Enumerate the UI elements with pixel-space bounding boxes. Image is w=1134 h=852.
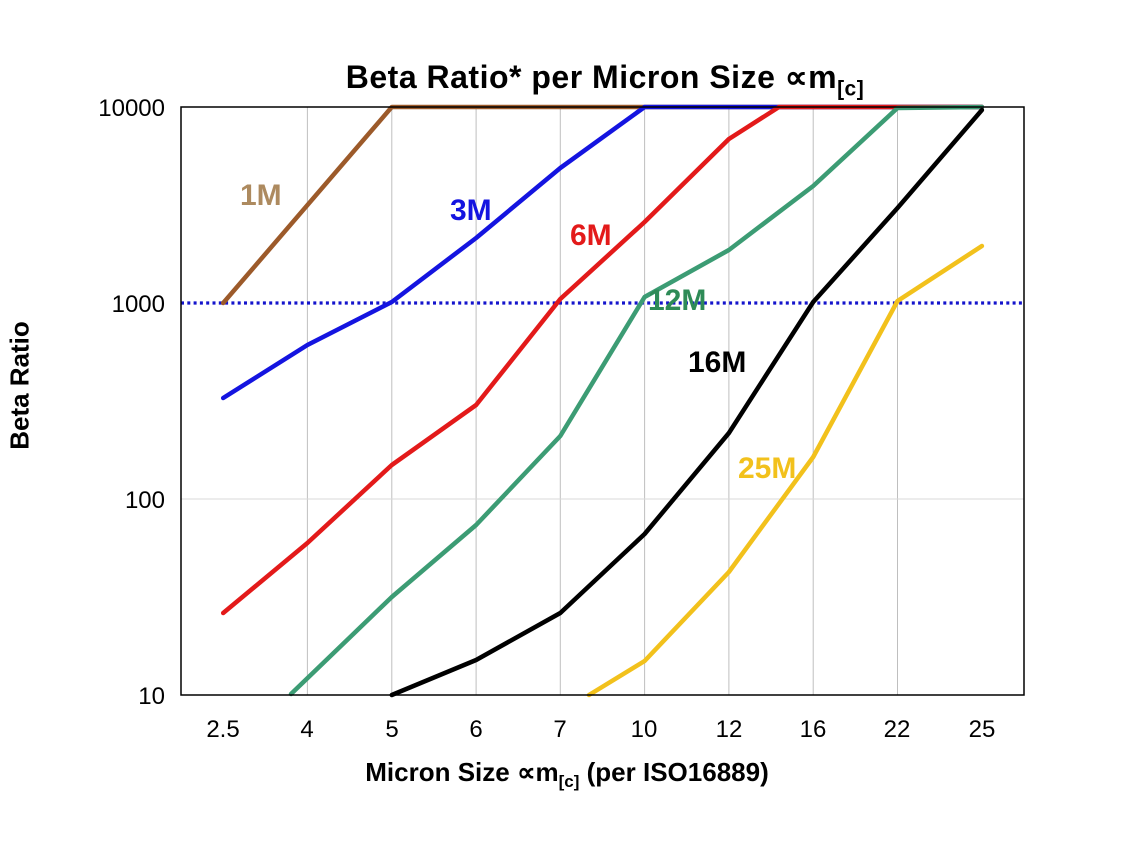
svg-text:25M: 25M: [738, 452, 796, 485]
svg-text:12M: 12M: [648, 284, 706, 317]
svg-text:3M: 3M: [450, 194, 492, 227]
svg-text:6M: 6M: [570, 219, 612, 252]
svg-text:1M: 1M: [240, 179, 282, 212]
svg-text:16M: 16M: [688, 346, 746, 379]
